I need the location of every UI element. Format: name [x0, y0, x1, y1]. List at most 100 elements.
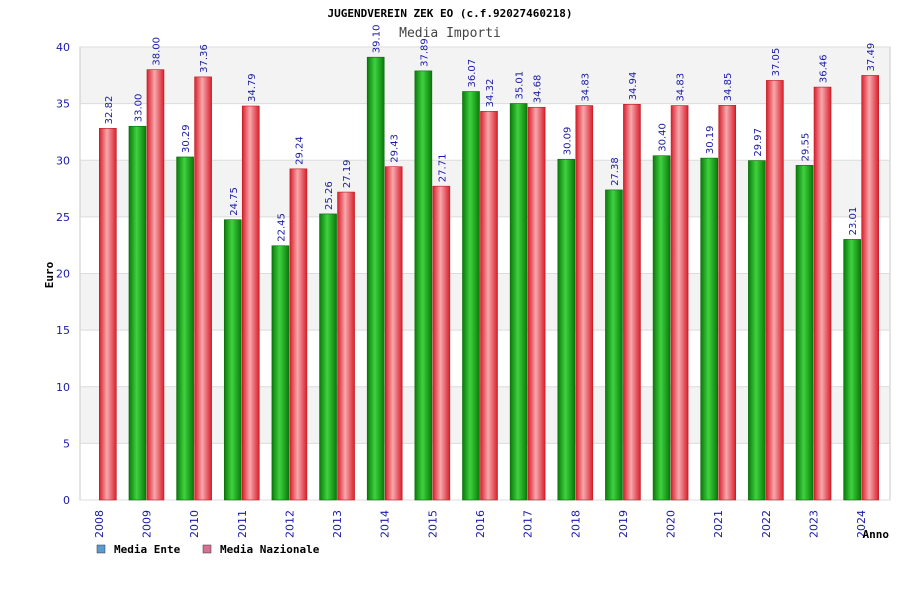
y-tick-label: 5 — [63, 437, 70, 450]
value-label-media-ente-2023: 29.55 — [801, 133, 812, 162]
bar-media-ente-2015 — [414, 70, 433, 501]
y-tick-label: 20 — [56, 268, 70, 281]
plot-band — [80, 47, 890, 104]
x-axis-label: Anno — [863, 528, 890, 541]
x-tick-label-2016: 2016 — [474, 510, 487, 538]
y-tick-label: 40 — [56, 41, 70, 54]
legend-label-media-nazionale: Media Nazionale — [220, 543, 320, 556]
bar-media-ente-2023 — [795, 165, 814, 501]
value-label-media-ente-2011: 24.75 — [229, 187, 240, 216]
x-tick-label-2023: 2023 — [808, 510, 821, 538]
x-tick-label-2012: 2012 — [283, 510, 296, 538]
bar-media-ente-2021 — [700, 157, 719, 501]
chart-title: JUGENDVEREIN ZEK EO (c.f.92027460218) — [327, 7, 572, 20]
bar-media-nazionale-2015 — [432, 185, 451, 501]
value-label-media-ente-2021: 30.19 — [705, 125, 716, 154]
y-tick-label: 15 — [56, 324, 70, 337]
value-label-media-ente-2020: 30.40 — [658, 123, 669, 152]
value-label-media-ente-2014: 39.10 — [372, 25, 383, 54]
value-label-media-nazionale-2009: 38.00 — [151, 37, 162, 66]
bar-media-ente-2020 — [652, 155, 671, 501]
bar-media-nazionale-2022 — [766, 80, 784, 501]
y-tick-label: 25 — [56, 211, 70, 224]
value-label-media-nazionale-2014: 29.43 — [390, 134, 401, 163]
value-label-media-ente-2024: 23.01 — [848, 207, 859, 236]
value-label-media-ente-2009: 33.00 — [133, 94, 144, 123]
y-tick-label: 30 — [56, 154, 70, 167]
value-label-media-ente-2018: 30.09 — [562, 127, 573, 156]
y-axis-ticks: 0 5 10 15 20 25 30 35 40 — [56, 41, 70, 507]
value-label-media-ente-2017: 35.01 — [515, 71, 526, 100]
legend-label-media-ente: Media Ente — [114, 543, 181, 556]
x-axis-ticks: 2008 2009 2010 2011 2012 2013 2014 2015 2016 2017… — [93, 510, 868, 538]
bar-media-nazionale-2010 — [194, 76, 212, 501]
bar-media-nazionale-2023 — [813, 86, 832, 501]
value-label-media-ente-2012: 22.45 — [276, 213, 287, 242]
bar-media-ente-2011 — [223, 219, 242, 501]
value-label-media-nazionale-2017: 34.68 — [533, 75, 544, 104]
bar-media-nazionale-2013 — [337, 191, 355, 501]
value-label-media-nazionale-2019: 34.94 — [628, 72, 639, 101]
value-label-media-nazionale-2012: 29.24 — [294, 136, 305, 165]
legend: Media Ente Media Nazionale — [96, 543, 320, 556]
bar-media-ente-2012 — [271, 245, 290, 501]
x-tick-label-2018: 2018 — [569, 510, 582, 538]
value-label-media-ente-2010: 30.29 — [181, 124, 192, 153]
y-tick-label: 35 — [56, 98, 70, 111]
value-label-media-nazionale-2016: 34.32 — [485, 79, 496, 108]
bar-media-ente-2017 — [509, 103, 528, 501]
x-tick-label-2021: 2021 — [712, 510, 725, 538]
value-label-media-nazionale-2018: 34.83 — [580, 73, 591, 102]
x-tick-label-2022: 2022 — [760, 510, 773, 538]
value-label-media-ente-2013: 25.26 — [324, 181, 335, 210]
value-label-media-nazionale-2010: 37.36 — [199, 44, 210, 73]
value-label-media-nazionale-2011: 34.79 — [247, 73, 258, 102]
x-tick-label-2009: 2009 — [140, 510, 153, 538]
bar-media-ente-2016 — [462, 91, 480, 501]
value-label-media-ente-2019: 27.38 — [610, 157, 621, 186]
bar-media-ente-2014 — [366, 56, 385, 501]
bar-media-nazionale-2012 — [289, 168, 308, 501]
y-axis-label: Euro — [43, 261, 56, 288]
value-label-media-ente-2016: 36.07 — [467, 59, 478, 88]
x-tick-label-2020: 2020 — [665, 510, 678, 538]
value-label-media-ente-2015: 37.89 — [419, 38, 430, 67]
x-tick-label-2013: 2013 — [331, 510, 344, 538]
bar-media-ente-2018 — [557, 158, 576, 501]
value-label-media-nazionale-2022: 37.05 — [771, 48, 782, 77]
bar-media-ente-2013 — [319, 213, 337, 501]
bar-media-ente-2019 — [605, 189, 623, 501]
bar-media-nazionale-2020 — [670, 105, 689, 501]
legend-swatch-media-ente — [96, 544, 106, 554]
bar-media-nazionale-2008 — [99, 128, 117, 501]
bar-media-nazionale-2024 — [861, 75, 879, 501]
value-labels: 32.82 33.00 38.00 30.29 37.36 24.75 34.79 22.45… — [104, 25, 877, 242]
bar-media-ente-2009 — [128, 125, 147, 501]
bar-media-ente-2010 — [176, 156, 194, 501]
value-label-media-nazionale-2015: 27.71 — [437, 154, 448, 183]
x-tick-label-2019: 2019 — [617, 510, 630, 538]
x-tick-label-2024: 2024 — [855, 510, 868, 538]
y-tick-label: 0 — [63, 494, 70, 507]
bar-media-nazionale-2014 — [384, 166, 403, 501]
value-label-media-nazionale-2021: 34.85 — [723, 73, 734, 102]
bar-media-nazionale-2011 — [241, 105, 260, 501]
bar-media-nazionale-2017 — [527, 106, 546, 501]
bar-media-nazionale-2018 — [575, 105, 594, 501]
x-tick-label-2008: 2008 — [93, 510, 106, 538]
x-tick-label-2010: 2010 — [188, 510, 201, 538]
value-label-media-nazionale-2020: 34.83 — [676, 73, 687, 102]
value-label-media-nazionale-2023: 36.46 — [819, 54, 830, 83]
legend-swatch-media-nazionale — [202, 544, 212, 554]
value-label-media-ente-2022: 29.97 — [753, 128, 764, 157]
bar-media-ente-2024 — [843, 239, 861, 501]
x-tick-label-2014: 2014 — [379, 510, 392, 538]
y-tick-label: 10 — [56, 381, 70, 394]
value-label-media-nazionale-2013: 27.19 — [342, 159, 353, 188]
x-tick-label-2017: 2017 — [522, 510, 535, 538]
bar-media-nazionale-2009 — [146, 69, 165, 501]
x-tick-label-2015: 2015 — [426, 510, 439, 538]
x-tick-label-2011: 2011 — [236, 510, 249, 538]
bar-media-ente-2022 — [748, 160, 766, 501]
